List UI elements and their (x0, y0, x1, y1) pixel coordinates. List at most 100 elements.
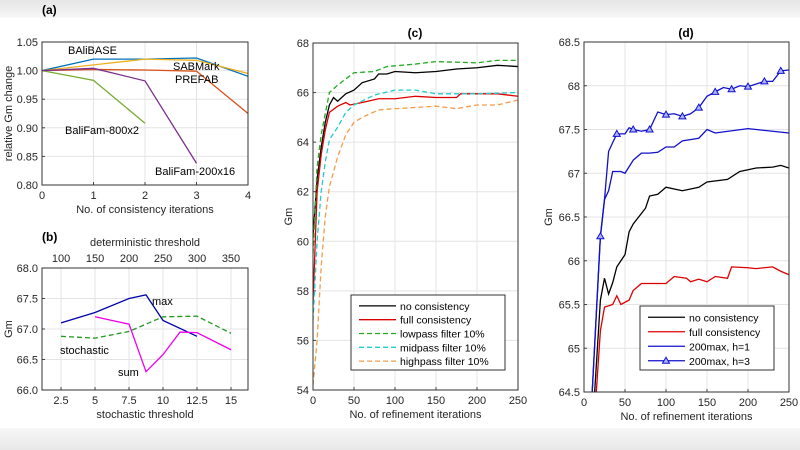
panel-label: (a) (42, 3, 57, 17)
y-tick-label: 68.5 (559, 37, 580, 49)
y-tick-label: 56 (297, 335, 309, 347)
legend-label: full consistency (400, 315, 472, 327)
legend-label: midpass filter 10% (400, 342, 486, 354)
x2-tick-label: 350 (222, 253, 240, 265)
triangle-marker (727, 84, 736, 93)
legend: no consistency full consistency lowpass fi… (350, 294, 506, 371)
x-tick-label: 50 (619, 397, 631, 409)
series-line-sum (94, 316, 232, 373)
annotation-max: max (152, 296, 173, 308)
triangle-marker (776, 66, 786, 74)
x-tick-label: 2.5 (53, 395, 68, 407)
y-tick-label: 67.0 (17, 324, 38, 336)
series-line-balifam-200x16 (42, 67, 198, 164)
annotation-stochastic: stochastic (60, 345, 109, 357)
x-tick-label: 7.5 (121, 395, 136, 407)
y-axis-label: Gm (543, 208, 555, 226)
y-tick-label: 66.5 (17, 355, 38, 367)
series-line-midpass-filter-10- (313, 89, 518, 321)
axes-frame (41, 267, 249, 391)
panel-c: 0 50 100 150 200 250 54 56 58 60 62 64 66 68 No. of re… (283, 26, 527, 421)
y-tick-label: 67.5 (559, 125, 580, 137)
series-line-sabmark (42, 58, 248, 75)
annotation-sum: sum (118, 367, 139, 379)
x-tick-label: 100 (386, 395, 404, 407)
legend-box (350, 294, 506, 371)
panel-label: (c) (408, 26, 423, 40)
series-line-balifam-800x2 (42, 69, 146, 124)
triangle-marker (661, 356, 671, 364)
x-tick-label: 250 (780, 397, 798, 409)
y-tick-label: 66.0 (17, 385, 38, 397)
x-tick-label: 10 (157, 395, 169, 407)
x-tick-label: 200 (739, 397, 757, 409)
y-tick-label: 1.05 (17, 37, 38, 49)
y-axis-label: Gm (283, 208, 295, 226)
x-tick-label: 0 (581, 397, 587, 409)
annotation-prefab: PREFAB (175, 74, 218, 86)
panel-b: 2.5 5 7.5 10 12.5 15 66.0 66.5 67.0 67.5 68.0 100 15… (3, 230, 249, 421)
legend-label: 200max, h=1 (689, 341, 750, 353)
y-tick-label: 58 (297, 286, 309, 298)
annotation-balifam-200x16: BaliFam-200x16 (155, 166, 235, 178)
panel-d: 0 50 100 150 200 250 64.5 65 65.5 66 66.5 67 67.5 68 6… (543, 26, 798, 423)
series-line-stochastic (61, 315, 232, 339)
y-tick-label: 66.5 (559, 212, 580, 224)
y-tick-label: 62 (297, 187, 309, 199)
series-line-full-consistency (313, 93, 518, 304)
triangle-marker (760, 76, 769, 85)
legend-label: no consistency (400, 301, 470, 313)
x-tick-label: 1 (90, 190, 96, 202)
y-tick-label: 64.5 (559, 387, 580, 399)
legend-label: highpass filter 10% (400, 356, 489, 368)
annotation-sabmark: SABMark (173, 61, 220, 73)
x-tick-label: 2 (142, 190, 148, 202)
x-tick-label: 200 (468, 395, 486, 407)
series-line-200max-h-1 (591, 127, 789, 392)
panel-label: (d) (678, 26, 693, 40)
x-tick-label: 150 (427, 395, 445, 407)
series-line-max (60, 294, 198, 337)
x2-tick-label: 300 (188, 253, 206, 265)
x-tick-label: 0 (310, 395, 316, 407)
annotation-balibase: BAliBASE (68, 45, 117, 57)
triangle-marker (661, 110, 671, 118)
y-tick-label: 0.95 (17, 94, 38, 106)
y-tick-label: 65.5 (559, 300, 580, 312)
axes-frame (583, 41, 790, 393)
y-tick-label: 0.85 (17, 151, 38, 163)
y-axis-label: Gm (3, 320, 15, 338)
y-tick-label: 0.80 (17, 180, 38, 192)
x-tick-label: 4 (245, 190, 251, 202)
y-axis-label: relative Gm change (3, 66, 15, 161)
y-tick-label: 1.00 (17, 66, 38, 78)
x-tick-label: 150 (698, 397, 716, 409)
y-tick-label: 67.5 (17, 294, 38, 306)
y-tick-label: 54 (297, 385, 309, 397)
x-tick-label: 250 (509, 395, 527, 407)
x-axis-label: No. of consistency iterations (76, 204, 214, 216)
x-tick-label: 15 (225, 395, 237, 407)
triangle-marker (743, 82, 753, 90)
x2-tick-label: 250 (154, 253, 172, 265)
x-tick-label: 3 (193, 190, 199, 202)
series-line-no-consistency (313, 64, 518, 237)
triangle-marker (645, 125, 654, 133)
x-tick-label: 0 (39, 190, 45, 202)
triangle-marker (694, 103, 704, 111)
x-axis-label: No. of refinement iterations (349, 409, 482, 421)
bottom-band (0, 428, 800, 450)
y-tick-label: 66 (297, 88, 309, 100)
y-tick-label: 60 (297, 236, 309, 248)
y-tick-label: 65 (568, 343, 580, 355)
y-tick-label: 64 (297, 137, 309, 149)
top-band (0, 0, 800, 18)
y-tick-label: 66 (568, 256, 580, 268)
x2-tick-label: 150 (86, 253, 104, 265)
x2-tick-label: 200 (120, 253, 138, 265)
triangle-marker (678, 111, 687, 120)
x-tick-label: 100 (657, 397, 675, 409)
series-line-no-consistency (594, 164, 789, 392)
triangle-marker (628, 125, 638, 133)
